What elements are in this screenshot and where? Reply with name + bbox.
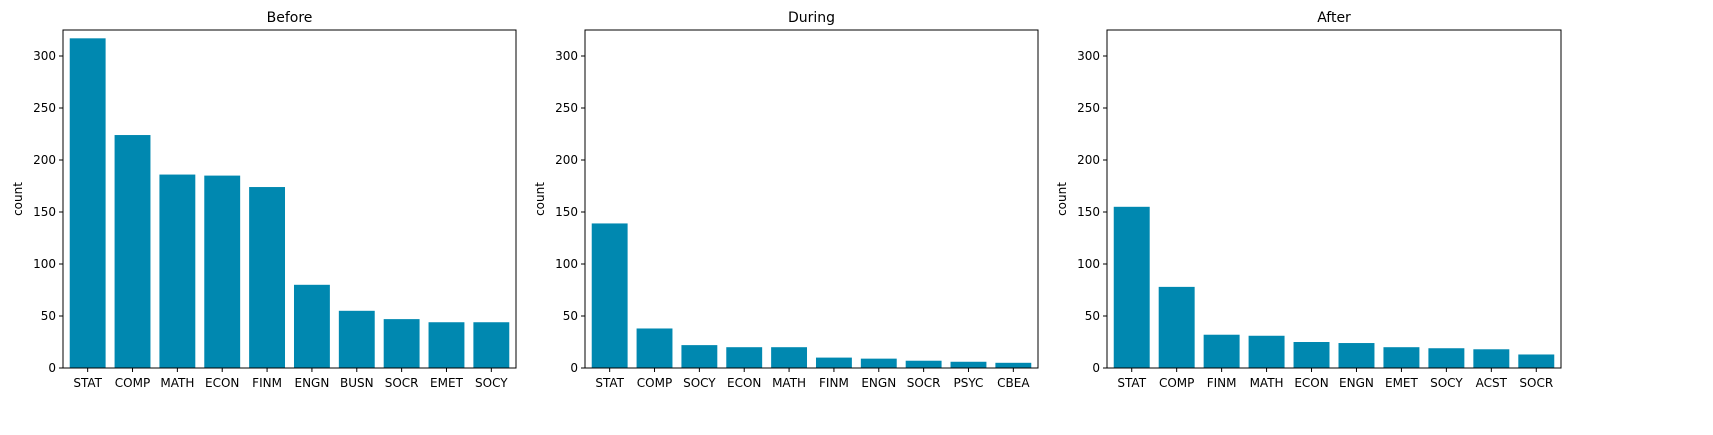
y-tick-label: 50 [563, 309, 578, 323]
x-tick-label: SOCR [907, 376, 941, 390]
x-tick-label: STAT [1117, 376, 1146, 390]
bar-comp [636, 328, 673, 368]
bar-math [1248, 335, 1285, 368]
bar-math [771, 347, 808, 368]
chart-panel-before: 0 50 100 150 200 250 300 STAT COMP MATH ECON FINM EN… [11, 10, 517, 390]
bar-stat [591, 223, 628, 368]
bar-socy [473, 322, 510, 368]
bar-psyc [950, 361, 987, 368]
y-tick-label: 300 [1077, 49, 1100, 63]
x-tick-label: SOCY [475, 376, 508, 390]
y-tick-label: 300 [555, 49, 578, 63]
x-tick-label: SOCY [1430, 376, 1463, 390]
bar-engn [1338, 343, 1375, 368]
x-tick-label: STAT [73, 376, 102, 390]
bar-acst [1473, 349, 1510, 368]
x-tick-label: ENGN [295, 376, 330, 390]
y-tick-label: 100 [1077, 257, 1100, 271]
y-axis-label: count [533, 182, 547, 216]
x-tick-label: MATH [160, 376, 194, 390]
bar-finm [1203, 334, 1240, 368]
x-tick-label: ECON [727, 376, 761, 390]
x-tick-label: SOCR [385, 376, 419, 390]
x-tick-label: EMET [1385, 376, 1419, 390]
x-tick-label: COMP [115, 376, 150, 390]
x-tick-label: SOCR [1519, 376, 1553, 390]
chart-panel-during: 0 50 100 150 200 250 300 STAT COMP SOCY ECON MATH FI… [533, 10, 1039, 390]
x-tick-label: MATH [772, 376, 806, 390]
x-tick-label: ENGN [1339, 376, 1374, 390]
bar-stat [69, 38, 106, 368]
bar-finm [815, 357, 852, 368]
y-tick-label: 200 [33, 153, 56, 167]
y-tick-label: 250 [1077, 101, 1100, 115]
x-tick-label: FINM [819, 376, 849, 390]
x-tick-label: SOCY [683, 376, 716, 390]
x-tick-label: ECON [205, 376, 239, 390]
x-tick-label: STAT [595, 376, 624, 390]
bar-econ [726, 347, 763, 368]
bar-math [159, 174, 196, 368]
bar-finm [249, 187, 286, 368]
x-tick-label: COMP [1159, 376, 1194, 390]
y-tick-label: 50 [41, 309, 56, 323]
y-tick-label: 300 [33, 49, 56, 63]
y-tick-label: 0 [570, 361, 578, 375]
y-axis-label: count [1055, 182, 1069, 216]
axes-frame [584, 29, 1039, 369]
y-tick-label: 0 [48, 361, 56, 375]
bar-socr [383, 319, 420, 368]
chart-panel-after: 0 50 100 150 200 250 300 STAT COMP FINM MATH ECON EN… [1055, 10, 1562, 390]
bar-comp [114, 135, 151, 368]
bar-engn [860, 358, 897, 368]
bar-emet [428, 322, 465, 368]
y-tick-label: 250 [33, 101, 56, 115]
chart-title: After [1317, 10, 1351, 26]
y-tick-label: 50 [1085, 309, 1100, 323]
bar-socr [905, 360, 942, 368]
y-tick-label: 200 [1077, 153, 1100, 167]
x-tick-label: MATH [1250, 376, 1284, 390]
bar-socy [1428, 348, 1465, 368]
y-tick-label: 100 [555, 257, 578, 271]
x-tick-label: FINM [252, 376, 282, 390]
x-tick-label: ACST [1476, 376, 1508, 390]
y-tick-label: 100 [33, 257, 56, 271]
axes-frame [62, 29, 517, 369]
bar-comp [1158, 286, 1195, 368]
bar-busn [338, 310, 375, 368]
bar-engn [293, 284, 330, 368]
y-tick-label: 250 [555, 101, 578, 115]
x-tick-label: FINM [1207, 376, 1237, 390]
y-tick-label: 150 [33, 205, 56, 219]
axes-frame [1106, 29, 1562, 369]
bar-econ [1293, 342, 1330, 368]
x-tick-label: CBEA [997, 376, 1030, 390]
chart-title: During [788, 10, 835, 26]
y-tick-label: 150 [555, 205, 578, 219]
bar-cbea [995, 362, 1032, 368]
bar-emet [1383, 347, 1420, 368]
x-tick-label: ENGN [861, 376, 896, 390]
bar-stat [1113, 206, 1150, 368]
y-tick-label: 200 [555, 153, 578, 167]
bar-econ [204, 175, 241, 368]
y-tick-label: 0 [1092, 361, 1100, 375]
x-tick-label: EMET [430, 376, 464, 390]
bar-socr [1518, 354, 1555, 368]
x-tick-label: COMP [637, 376, 672, 390]
y-axis-label: count [11, 182, 25, 216]
x-tick-label: BUSN [340, 376, 374, 390]
bar-socy [681, 345, 718, 368]
chart-title: Before [267, 10, 313, 26]
x-tick-label: ECON [1294, 376, 1328, 390]
x-tick-label: PSYC [954, 376, 984, 390]
y-tick-label: 150 [1077, 205, 1100, 219]
